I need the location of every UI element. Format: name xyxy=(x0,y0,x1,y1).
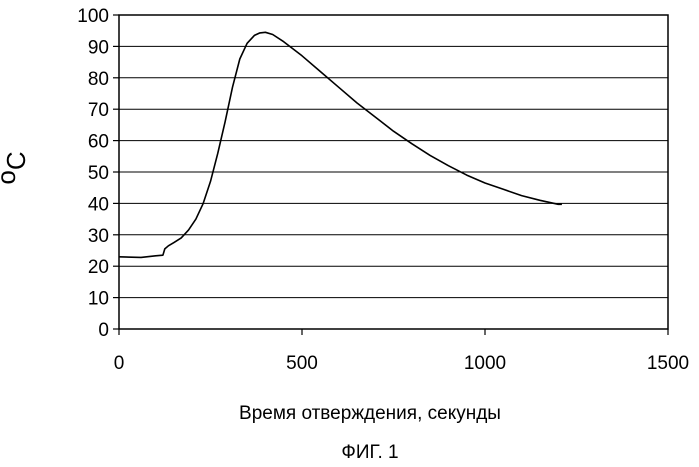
y-tick-label-0: 0 xyxy=(98,320,109,341)
grid-lines xyxy=(119,46,668,297)
y-axis-title-unit: C xyxy=(1,151,31,170)
temperature-series-line xyxy=(119,32,562,257)
y-tick-label-80: 80 xyxy=(88,69,109,90)
figure-caption: ФИГ. 1 xyxy=(341,442,398,463)
y-tick-label-100: 100 xyxy=(77,6,109,27)
y-tick-label-90: 90 xyxy=(88,37,109,58)
y-tick-label-50: 50 xyxy=(88,163,109,184)
x-axis-title: Время отверждения, секунды xyxy=(239,403,501,424)
x-tick-label-500: 500 xyxy=(286,353,318,374)
y-axis-title: oC xyxy=(0,151,31,184)
x-tick-label-1000: 1000 xyxy=(464,353,506,374)
svg-text:oC: oC xyxy=(0,151,31,184)
y-tick-label-20: 20 xyxy=(88,257,109,278)
x-axis: 0 500 1000 1500 xyxy=(114,329,689,374)
y-axis-title-degree: o xyxy=(0,170,21,184)
y-tick-label-70: 70 xyxy=(88,100,109,121)
y-axis: 0 10 20 30 40 50 60 70 80 90 100 xyxy=(77,6,119,341)
y-tick-label-30: 30 xyxy=(88,226,109,247)
x-tick-label-0: 0 xyxy=(114,353,125,374)
x-tick-label-1500: 1500 xyxy=(647,353,689,374)
y-tick-label-60: 60 xyxy=(88,132,109,153)
y-tick-label-10: 10 xyxy=(88,289,109,310)
y-tick-label-40: 40 xyxy=(88,194,109,215)
